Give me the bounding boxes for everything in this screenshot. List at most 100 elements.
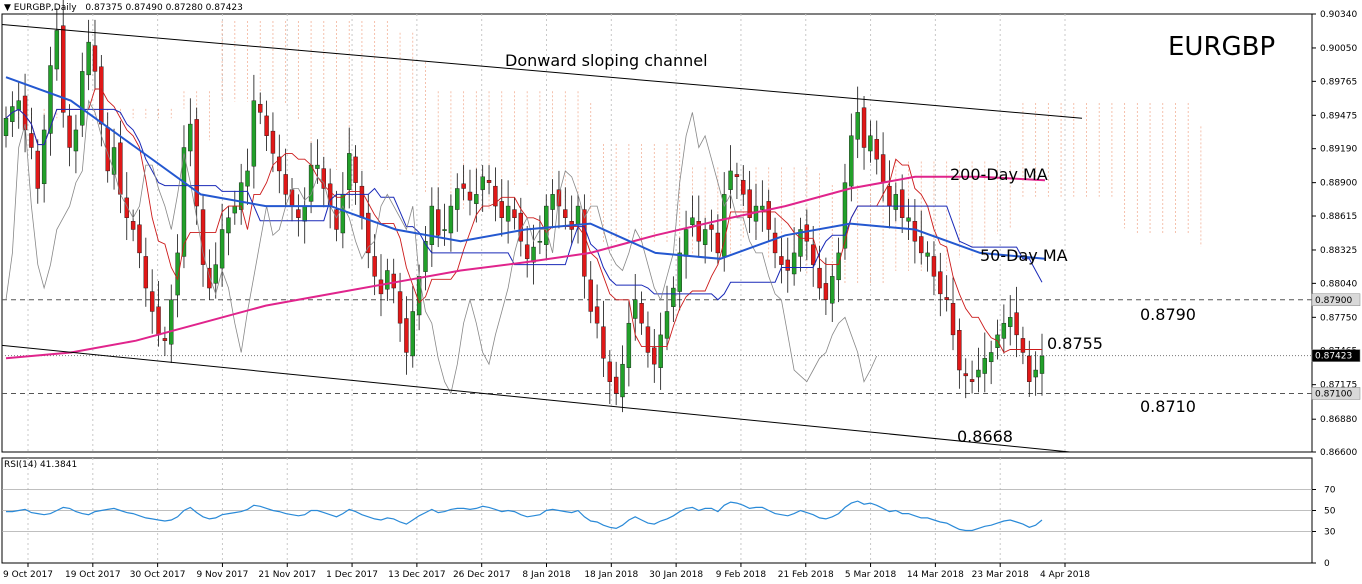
bull-candle [3,118,9,136]
bear-candle [92,45,98,72]
bear-candle [741,180,746,195]
bear-candle [804,224,810,242]
bull-candle [423,240,428,272]
y-tick-label: 0.86880 [1320,415,1357,425]
bear-candle [149,291,155,312]
x-tick-label: 30 Oct 2017 [130,570,186,580]
bull-candle [544,205,549,245]
bear-candle [772,232,778,254]
bear-candle [512,209,517,218]
bull-candle [849,135,854,187]
bear-candle [435,209,441,236]
bear-candle [327,183,333,207]
bull-candle [702,229,708,245]
bull-candle [531,246,536,263]
rsi-tick-label: 30 [1324,528,1336,538]
ma50-line [5,76,1046,260]
y-tick-label: 0.90050 [1320,44,1357,54]
y-tick-label: 0.87175 [1320,381,1357,391]
bull-candle [16,100,21,111]
bull-candle [73,129,79,152]
bull-candle [169,299,174,345]
rsi-tick-label: 70 [1324,486,1336,496]
x-tick-label: 9 Oct 2017 [3,570,53,580]
bull-candle [664,311,670,339]
bull-candle [988,352,994,363]
bull-candle [550,194,555,210]
bear-candle [912,221,918,242]
price-tag-label: 0.87423 [1315,352,1352,362]
bull-candle [245,170,250,187]
bear-candle [353,156,358,183]
bear-candle [372,256,377,277]
bear-candle [137,224,142,254]
bear-candle [391,273,396,289]
chart-header: ▼ EURGBP,Daily 0.87375 0.87490 0.87280 0… [4,3,243,13]
bear-candle [283,174,288,195]
y-tick-label: 0.86600 [1320,448,1357,458]
bull-candle [455,188,460,210]
dropdown-triangle-icon[interactable]: ▼ [4,3,11,13]
bull-candle [836,252,841,281]
bear-candle [35,150,40,189]
y-tick-label: 0.88325 [1320,246,1357,256]
y-tick-label: 0.87750 [1320,313,1357,323]
bear-candle [861,107,867,148]
bull-candle [633,299,638,319]
annotation-ma50: 50-Day MA [980,246,1068,265]
bull-candle [683,229,689,257]
bear-candle [162,338,168,341]
bull-candle [302,205,307,222]
bear-candle [944,297,949,300]
bull-candle [1008,317,1013,327]
bull-candle [315,164,320,169]
bull-candle [340,194,346,234]
bear-candle [1027,355,1032,382]
symbol-timeframe: EURGBP,Daily [13,3,77,13]
price-tag-box [1311,387,1361,400]
annotation-0.8710: 0.8710 [1140,397,1196,416]
bull-candle [798,229,803,257]
channel-lower-line [1,344,1071,453]
bull-candle [429,205,435,245]
bear-candle [143,256,149,289]
bear-candle [950,303,956,336]
bull-candle [41,129,47,185]
bull-candle [868,135,873,152]
bear-candle [486,180,492,183]
bear-candle [334,209,339,230]
bull-candle [671,287,676,307]
x-tick-label: 19 Oct 2017 [65,570,121,580]
bear-candle [359,185,365,218]
bear-candle [264,115,269,136]
bull-candle [791,252,797,275]
bear-candle [404,318,409,353]
x-tick-label: 1 Dec 2017 [326,570,378,580]
bull-candle [111,147,117,175]
ohlc-values: 0.87375 0.87490 0.87280 0.87423 [85,3,243,13]
bear-candle [588,279,593,312]
bear-candle [270,130,276,154]
bull-candle [505,205,511,222]
rsi-tick-label: 0 [1324,559,1330,569]
bear-candle [124,197,129,218]
bear-candle [880,154,886,183]
bear-candle [461,183,466,189]
bull-candle [385,270,390,290]
y-tick-label: 0.89765 [1320,77,1357,87]
bull-candle [448,205,454,234]
bull-candle [54,30,60,70]
bull-candle [842,182,848,249]
bear-candle [194,119,199,207]
bear-candle [258,103,263,113]
annotation-channel: Donward sloping channel [505,51,708,70]
bear-candle [652,347,657,365]
bear-candle [963,373,968,377]
price-tag-box [1311,293,1361,307]
bull-candle [86,41,91,76]
bull-candle [575,205,581,226]
ma200-line [5,175,1046,360]
bear-candle [607,361,613,382]
bull-candle [1039,355,1045,374]
